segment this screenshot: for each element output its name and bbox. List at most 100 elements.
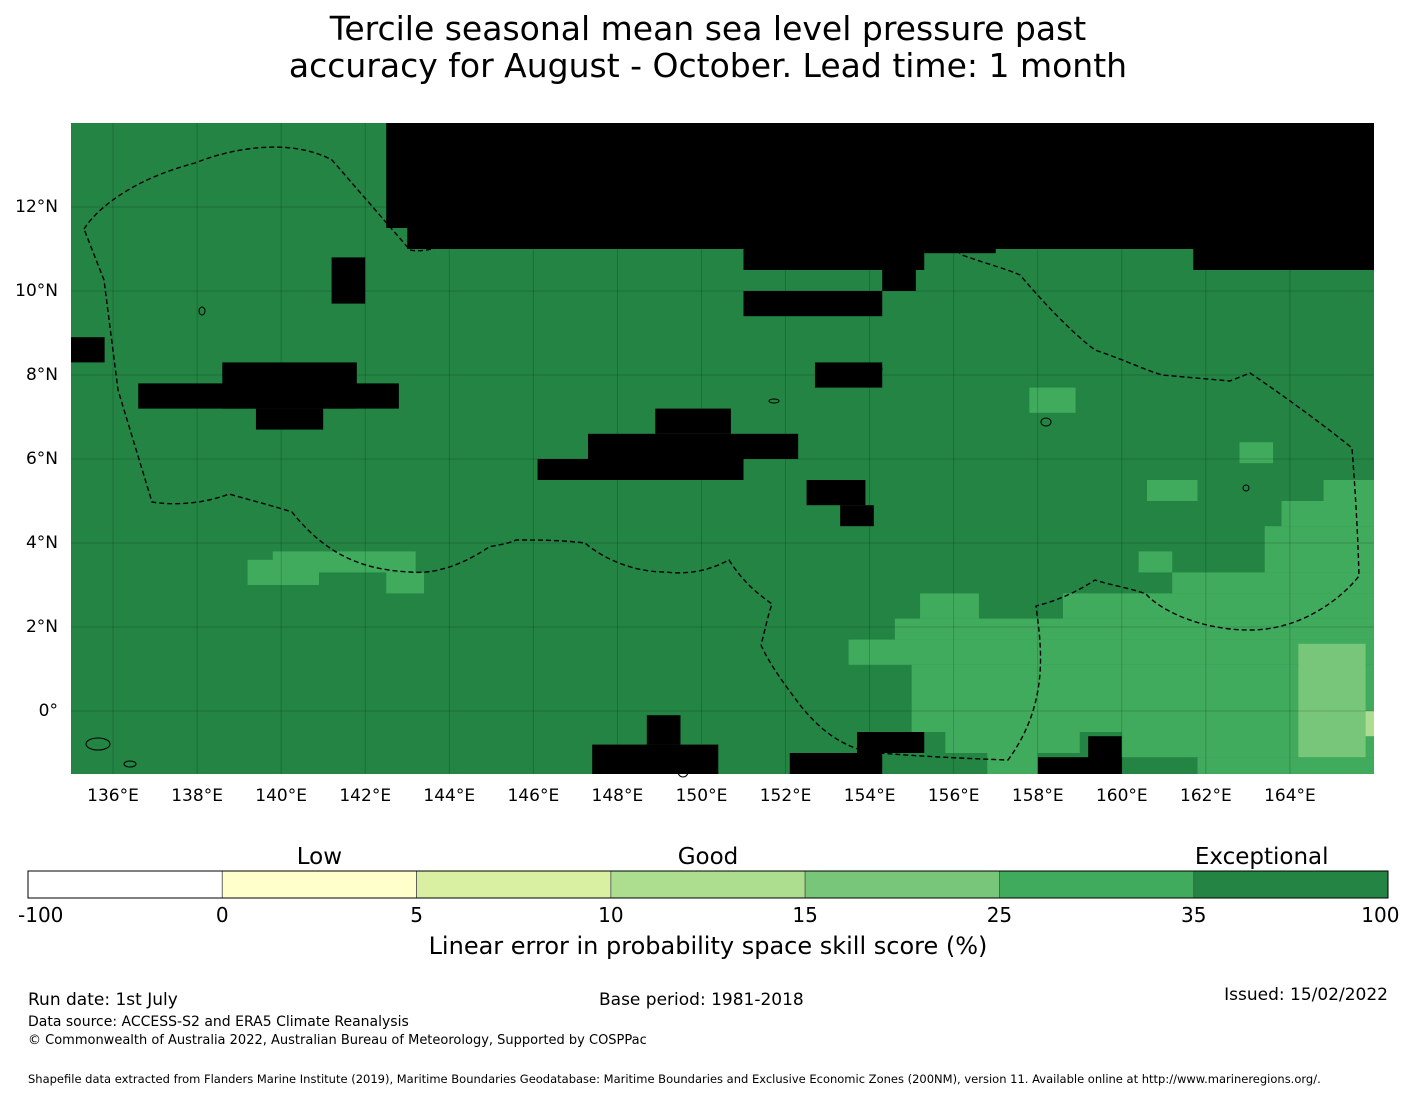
longitude-tick-label: 160°E bbox=[1095, 786, 1148, 806]
colorbar-frame bbox=[27, 870, 1389, 899]
skill-cell bbox=[655, 408, 731, 434]
skill-cell bbox=[1323, 480, 1374, 501]
colorbar-axis-label: Linear error in probability space skill … bbox=[428, 932, 988, 960]
data-source: Data source: ACCESS-S2 and ERA5 Climate … bbox=[28, 1014, 409, 1030]
skill-cell bbox=[1172, 572, 1374, 594]
island-outline bbox=[677, 766, 689, 778]
skill-cell bbox=[537, 459, 744, 480]
eez-boundary-line bbox=[83, 146, 1360, 761]
skill-cell bbox=[1365, 711, 1374, 737]
longitude-tick-label: 156°E bbox=[927, 786, 980, 806]
skill-cell bbox=[587, 433, 799, 459]
colorbar-bin bbox=[1193, 870, 1389, 899]
longitude-tick-label: 142°E bbox=[339, 786, 392, 806]
colorbar bbox=[27, 870, 1389, 899]
skill-cell bbox=[71, 337, 105, 363]
longitude-tick-label: 158°E bbox=[1011, 786, 1064, 806]
colorbar-category-label: Low bbox=[296, 844, 343, 870]
skill-cell bbox=[1079, 593, 1374, 619]
skill-cell bbox=[138, 383, 399, 409]
colorbar-tick-label: 25 bbox=[986, 903, 1013, 927]
colorbar-bin bbox=[27, 870, 223, 899]
island-outline bbox=[877, 366, 883, 372]
colorbar-tick-label: -100 bbox=[18, 903, 64, 927]
colorbar-bin bbox=[416, 870, 612, 899]
colorbar-bin bbox=[804, 870, 1000, 899]
longitude-tick-label: 152°E bbox=[759, 786, 812, 806]
skill-cell bbox=[255, 408, 324, 430]
skill-cell bbox=[331, 257, 366, 304]
longitude-tick-label: 162°E bbox=[1180, 786, 1232, 806]
latitude-tick-label: 4°N bbox=[25, 533, 58, 553]
skill-cell bbox=[987, 753, 1038, 774]
skill-cell bbox=[840, 505, 874, 527]
island-outline bbox=[768, 398, 780, 404]
skill-cell bbox=[882, 265, 916, 291]
island-outline bbox=[477, 138, 487, 156]
colorbar-bin bbox=[221, 870, 417, 899]
longitude-tick-label: 150°E bbox=[675, 786, 728, 806]
skill-cell bbox=[814, 362, 883, 388]
chart-title-line-1: Tercile seasonal mean sea level pressure… bbox=[329, 9, 1087, 48]
colorbar-bin bbox=[610, 870, 806, 899]
colorbar-tick-label: 5 bbox=[410, 903, 423, 927]
chart-title-line-2: accuracy for August - October. Lead time… bbox=[288, 46, 1128, 85]
longitude-tick-label: 146°E bbox=[507, 786, 560, 806]
longitude-tick-label: 148°E bbox=[591, 786, 644, 806]
skill-cell bbox=[911, 664, 1374, 732]
skill-cell bbox=[920, 593, 979, 619]
skill-cell bbox=[1037, 757, 1122, 774]
skill-cell bbox=[857, 732, 925, 753]
base-period: Base period: 1981-2018 bbox=[599, 990, 804, 1010]
island-outline bbox=[1040, 417, 1052, 427]
latitude-tick-label: 10°N bbox=[15, 281, 58, 301]
skill-cell bbox=[272, 551, 324, 564]
skill-cell bbox=[386, 572, 425, 594]
colorbar-category-label: Exceptional bbox=[1194, 844, 1329, 870]
longitude-tick-label: 136°E bbox=[87, 786, 139, 806]
longitude-tick-label: 138°E bbox=[171, 786, 223, 806]
island-outline bbox=[85, 737, 111, 751]
skill-cell bbox=[1041, 618, 1374, 640]
skill-cell bbox=[945, 732, 1080, 753]
skill-cell bbox=[646, 715, 681, 745]
skill-cell bbox=[1357, 232, 1374, 237]
skill-cell bbox=[1264, 526, 1374, 573]
skill-cell bbox=[1239, 442, 1274, 464]
latitude-tick-label: 2°N bbox=[25, 617, 58, 637]
copyright-notice: © Commonwealth of Australia 2022, Austra… bbox=[28, 1033, 647, 1048]
skill-cell bbox=[1298, 643, 1366, 758]
island-outline bbox=[854, 482, 862, 490]
colorbar-tick-label: 15 bbox=[792, 903, 818, 927]
skill-cell bbox=[848, 639, 1374, 665]
skill-cell bbox=[318, 551, 416, 573]
skill-cell bbox=[1193, 207, 1374, 270]
shapefile-attribution: Shapefile data extracted from Flanders M… bbox=[28, 1072, 1321, 1086]
island-outline bbox=[198, 306, 206, 316]
latitude-tick-label: 12°N bbox=[15, 197, 58, 217]
latitude-tick-label: 6°N bbox=[25, 449, 58, 469]
issued-date: Issued: 15/02/2022 bbox=[1224, 985, 1388, 1005]
run-date: Run date: 1st July bbox=[28, 990, 178, 1010]
colorbar-tick-label: 100 bbox=[1361, 903, 1400, 927]
longitude-tick-label: 140°E bbox=[255, 786, 308, 806]
map-plot-area bbox=[71, 123, 1374, 778]
latitude-tick-label: 8°N bbox=[25, 365, 58, 385]
longitude-tick-label: 164°E bbox=[1264, 786, 1316, 806]
skill-cell bbox=[1138, 551, 1173, 573]
island-outline bbox=[1242, 484, 1250, 492]
island-outline bbox=[123, 760, 137, 768]
colorbar-bin bbox=[999, 870, 1195, 899]
skill-cell bbox=[1062, 593, 1089, 619]
colorbar-tick-label: 0 bbox=[215, 903, 229, 927]
skill-cell bbox=[894, 618, 1042, 640]
skill-cell bbox=[1147, 480, 1198, 501]
skill-cell bbox=[743, 291, 883, 317]
colorbar-tick-label: 10 bbox=[598, 903, 624, 927]
longitude-tick-label: 154°E bbox=[843, 786, 896, 806]
skill-cell bbox=[1197, 757, 1374, 774]
colorbar-tick-label: 35 bbox=[1180, 903, 1207, 927]
colorbar-category-label: Good bbox=[677, 844, 739, 870]
latitude-tick-label: 0° bbox=[38, 701, 58, 721]
